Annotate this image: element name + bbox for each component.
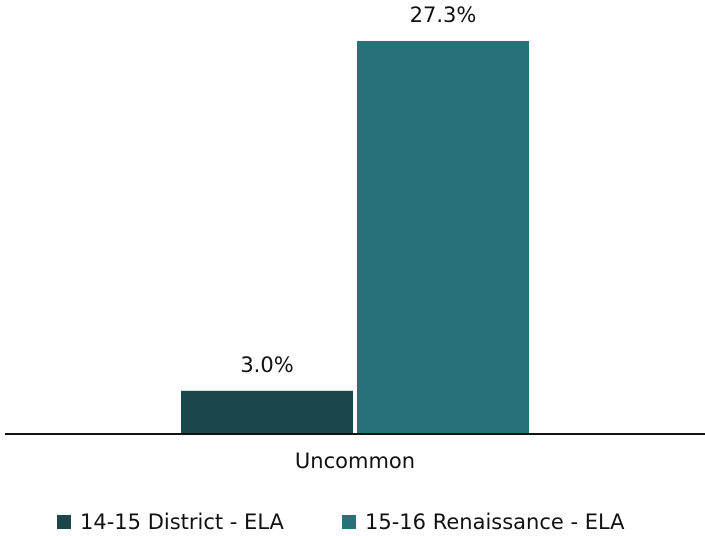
legend-label: 15-16 Renaissance - ELA	[365, 510, 625, 534]
legend-swatch	[57, 515, 71, 529]
bar	[181, 390, 353, 434]
data-label: 27.3%	[410, 3, 477, 27]
data-label: 3.0%	[240, 353, 293, 377]
bar	[357, 41, 529, 434]
x-tick-label: Uncommon	[295, 449, 415, 473]
legend-label: 14-15 District - ELA	[80, 510, 285, 534]
legend-swatch	[342, 515, 356, 529]
